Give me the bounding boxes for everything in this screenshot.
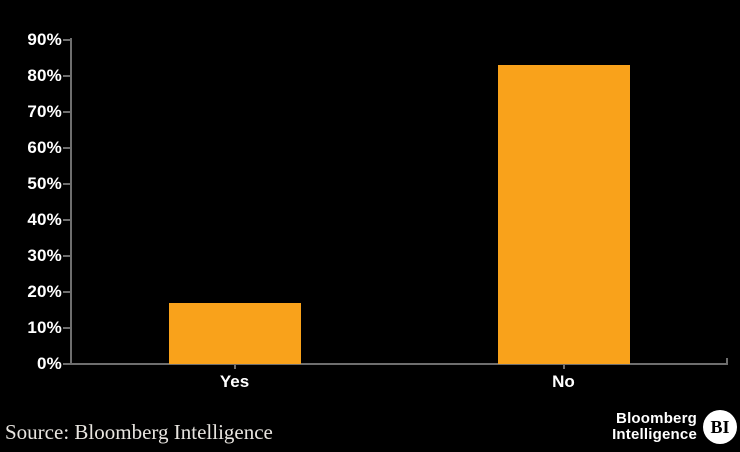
y-axis-tick <box>63 75 70 77</box>
y-axis-tick-label: 30% <box>27 246 62 265</box>
y-axis-tick-label: 40% <box>27 210 62 229</box>
bar-no <box>497 65 630 364</box>
y-axis-tick-label: 0% <box>37 354 62 373</box>
y-axis-tick-label: 20% <box>27 282 62 301</box>
y-axis-tick-label: 70% <box>27 102 62 121</box>
logo-line1: Bloomberg <box>616 410 697 427</box>
y-axis-tick <box>63 219 70 221</box>
bar-yes <box>168 302 301 364</box>
y-axis-tick <box>63 255 70 257</box>
y-axis-tick <box>63 183 70 185</box>
y-axis-line <box>70 38 72 364</box>
x-axis-tick <box>233 365 236 369</box>
y-axis-tick <box>63 327 70 329</box>
axis-end-tick <box>726 358 728 363</box>
y-axis-tick <box>63 111 70 113</box>
y-axis-tick-label: 10% <box>27 318 62 337</box>
category-label-no: No <box>552 372 575 391</box>
y-axis-tick-label: 80% <box>27 66 62 85</box>
bi-badge-icon: BI <box>703 410 737 444</box>
y-axis-tick <box>63 147 70 149</box>
logo-line2: Intelligence <box>612 426 697 443</box>
bloomberg-intelligence-logo: Bloomberg Intelligence BI <box>612 410 737 444</box>
y-axis-tick <box>63 39 70 41</box>
y-axis-tick-label: 50% <box>27 174 62 193</box>
y-axis-tick <box>63 291 70 293</box>
logo-wordmark: Bloomberg Intelligence <box>612 411 697 443</box>
source-text: Source: Bloomberg Intelligence <box>5 420 273 444</box>
y-axis-tick-label: 60% <box>27 138 62 157</box>
y-axis-tick-label: 90% <box>27 30 62 49</box>
x-axis-tick <box>562 365 565 369</box>
x-axis-line <box>70 363 728 365</box>
y-axis-tick <box>63 363 70 365</box>
category-label-yes: Yes <box>219 372 250 391</box>
